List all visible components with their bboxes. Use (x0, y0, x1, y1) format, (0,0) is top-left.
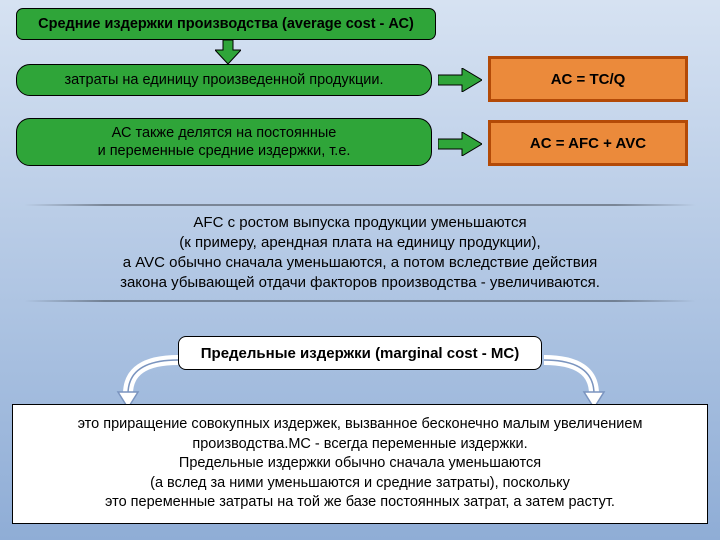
exp1-l1: AFC с ростом выпуска продукции уменьшают… (193, 214, 526, 231)
title-text: Средние издержки производства (average c… (38, 16, 414, 32)
definition-box-2: АС также делятся на постоянные и перемен… (16, 118, 432, 166)
explanation-1-text: AFC с ростом выпуска продукции уменьшают… (120, 213, 600, 294)
exp2-l1: это приращение совокупных издержек, вызв… (78, 416, 643, 432)
arrow-right-icon (438, 68, 482, 92)
exp1-l4: закона убывающей отдачи факторов произво… (120, 274, 600, 291)
mc-title-text: Предельные издержки (marginal cost - МС) (201, 345, 520, 362)
slide-root: Средние издержки производства (average c… (0, 0, 720, 540)
marginal-cost-title: Предельные издержки (marginal cost - МС) (178, 336, 542, 370)
definition-2-line2: и переменные средние издержки, т.е. (98, 143, 351, 159)
formula-1-text: AC = TC/Q (551, 71, 626, 88)
arrow-down-icon (215, 40, 241, 64)
explanation-1: AFC с ростом выпуска продукции уменьшают… (24, 198, 696, 308)
arrow-right-icon (438, 132, 482, 156)
formula-box-1: AC = TC/Q (488, 56, 688, 102)
exp2-l3: Предельные издержки обычно сначала умень… (179, 455, 541, 471)
exp2-l5: это переменные затраты на той же базе по… (105, 494, 615, 510)
exp2-l2: производства.МС - всегда переменные изде… (192, 436, 527, 452)
title-box: Средние издержки производства (average c… (16, 8, 436, 40)
exp1-l3: а AVC обычно сначала уменьшаются, а пото… (123, 254, 598, 271)
exp1-l2: (к примеру, арендная плата на единицу пр… (179, 234, 540, 251)
formula-2-text: AC = AFC + AVC (530, 135, 646, 152)
explanation-2-text: это приращение совокупных издержек, вызв… (78, 415, 643, 513)
formula-box-2: AC = AFC + AVC (488, 120, 688, 166)
exp2-l4: (а вслед за ними уменьшаются и средние з… (150, 475, 570, 491)
definition-2-line1: АС также делятся на постоянные (112, 125, 337, 141)
definition-2-text: АС также делятся на постоянные и перемен… (98, 124, 351, 160)
explanation-2: это приращение совокупных издержек, вызв… (12, 404, 708, 524)
definition-1-text: затраты на единицу произведенной продукц… (64, 72, 383, 88)
definition-box-1: затраты на единицу произведенной продукц… (16, 64, 432, 96)
